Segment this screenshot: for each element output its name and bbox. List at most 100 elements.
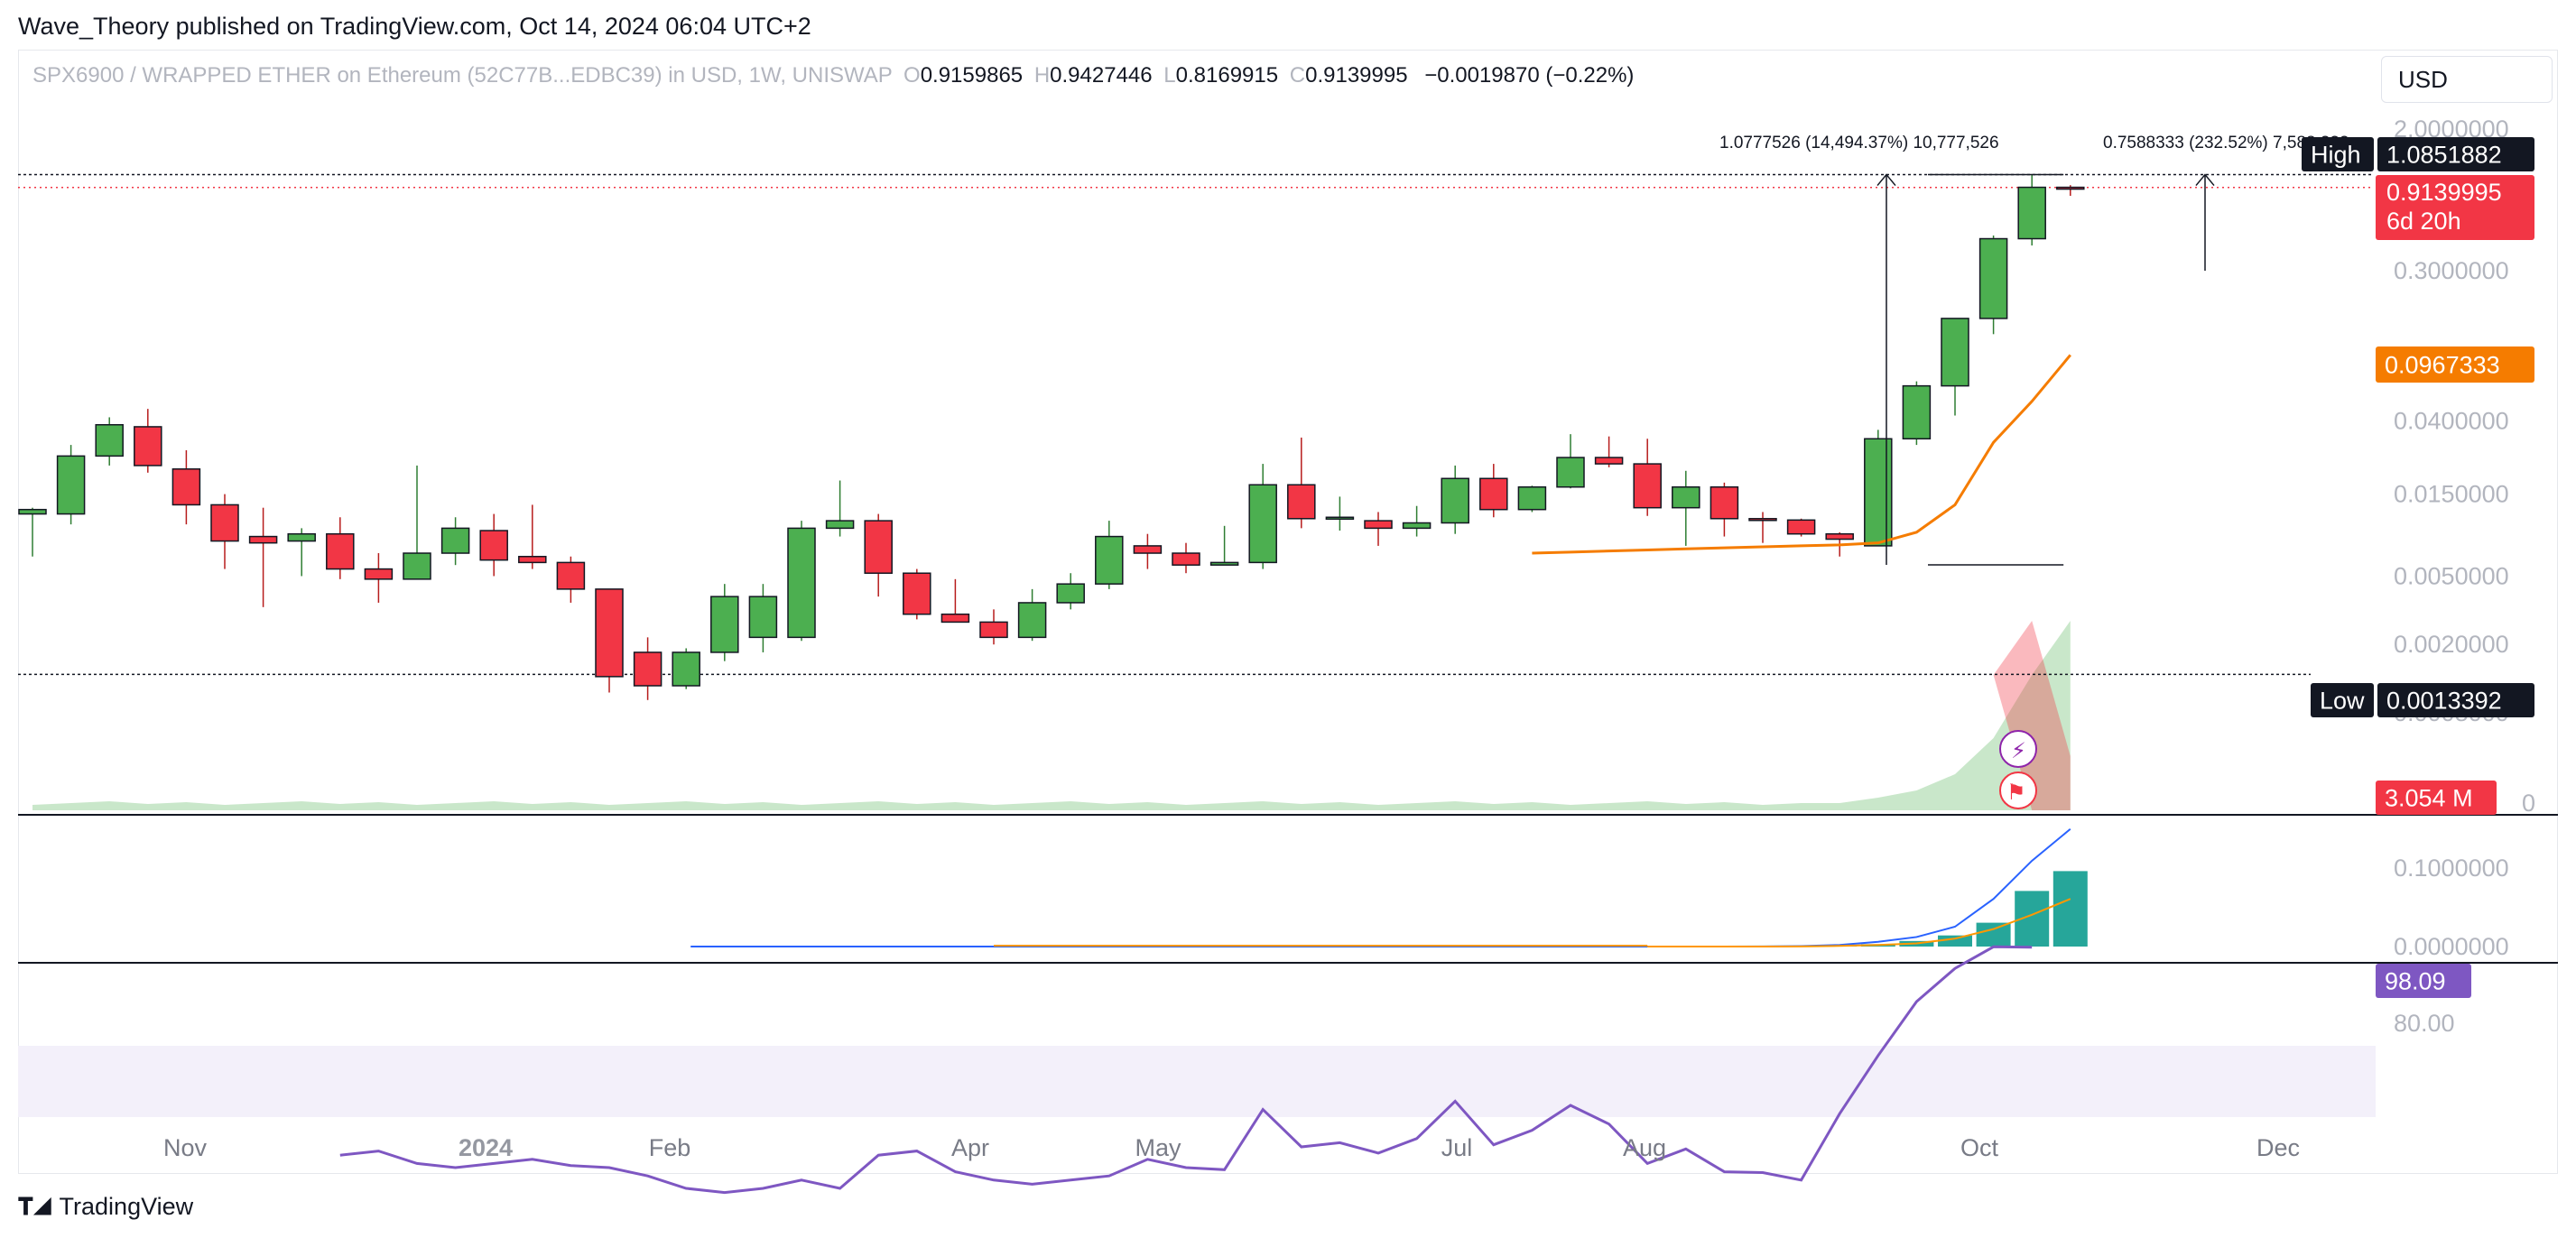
volume-area-down bbox=[1993, 621, 2071, 810]
last-price-value: 0.9139995 bbox=[2386, 179, 2502, 206]
time-axis-label: Jul bbox=[1441, 1134, 1473, 1161]
candle-body bbox=[1633, 463, 1662, 509]
candle-body bbox=[2017, 186, 2046, 240]
brand-label: TradingView bbox=[59, 1193, 194, 1220]
price-axis-tick: 0.0150000 bbox=[2394, 481, 2509, 508]
candle-body bbox=[595, 588, 624, 678]
candle-body bbox=[633, 651, 663, 687]
high-tag: High bbox=[2311, 142, 2361, 169]
candle-body bbox=[1095, 535, 1124, 585]
high-tag-bg bbox=[2302, 137, 2374, 171]
close-value: 0.9139995 bbox=[1305, 63, 1408, 88]
candle-body bbox=[979, 621, 1008, 639]
flag-glyph: ⚑ bbox=[2006, 780, 2026, 805]
candle-body bbox=[210, 504, 239, 542]
candle-body bbox=[1941, 318, 1969, 387]
ema-line bbox=[1532, 354, 2071, 555]
candle-body bbox=[440, 527, 470, 554]
candle-body bbox=[1556, 457, 1585, 488]
low-tag: Low bbox=[2320, 688, 2365, 715]
candle-body bbox=[1672, 485, 1700, 509]
time-axis-label: Dec bbox=[2256, 1134, 2300, 1161]
candle-body bbox=[1902, 384, 1932, 440]
volume-value-tag: 3.054 M bbox=[2385, 785, 2473, 812]
volume-area bbox=[32, 621, 2071, 810]
macd-histogram-bar bbox=[1976, 922, 2011, 947]
macd-axis-tick: 0.0000000 bbox=[2394, 933, 2509, 960]
currency-selector[interactable]: USD bbox=[2381, 56, 2553, 103]
low-value-tag-bg bbox=[2377, 683, 2534, 717]
rsi-axis-tick: 80.00 bbox=[2394, 1010, 2455, 1037]
candle-body bbox=[1441, 477, 1469, 524]
measure-label: 1.0777526 (14,494.37%) 10,777,526 bbox=[1719, 134, 1999, 152]
ema-value-tag-bg bbox=[2376, 346, 2534, 383]
candle-body bbox=[56, 455, 86, 515]
candle-body bbox=[1864, 438, 1893, 547]
candle-body bbox=[1248, 484, 1277, 564]
candle-body bbox=[1209, 561, 1239, 566]
low-value-tag: 0.0013392 bbox=[2386, 688, 2502, 715]
time-axis-label: May bbox=[1135, 1134, 1181, 1161]
time-axis-label: Nov bbox=[163, 1134, 208, 1161]
macd-histogram-bar bbox=[2052, 871, 2088, 947]
candle-body bbox=[672, 651, 700, 687]
candle-body bbox=[403, 552, 431, 580]
symbol-legend: SPX6900 / WRAPPED ETHER on Ethereum (52C… bbox=[32, 63, 1634, 88]
candle-body bbox=[941, 613, 970, 624]
candle-body bbox=[903, 572, 931, 615]
measure-arrowhead-2 bbox=[2195, 173, 2215, 187]
publisher-header: Wave_Theory published on TradingView.com… bbox=[18, 13, 811, 40]
candle-body bbox=[1786, 519, 1816, 535]
us-flag-icon bbox=[1999, 771, 2037, 809]
price-axis-tick: 0.3000000 bbox=[2394, 257, 2509, 284]
macd-histogram-bar bbox=[1938, 935, 1972, 947]
candle-body bbox=[171, 468, 201, 506]
measure-label-2: 0.7588333 (232.52%) 7,588,333 bbox=[2103, 134, 2349, 152]
measure-arrowhead bbox=[1876, 173, 1896, 187]
low-value: 0.8169915 bbox=[1175, 63, 1279, 88]
lightning-glyph: ⚡ bbox=[2011, 738, 2026, 763]
change-value: −0.0019870 (−0.22%) bbox=[1424, 63, 1635, 88]
candle-body bbox=[518, 556, 547, 564]
candle-body bbox=[134, 426, 162, 467]
macd-axis-tick: 0.1000000 bbox=[2394, 855, 2509, 882]
price-axis-tick: 0.0020000 bbox=[2394, 631, 2509, 658]
rsi-line bbox=[339, 945, 2033, 1195]
candle-body bbox=[1364, 520, 1393, 530]
symbol-name[interactable]: SPX6900 / WRAPPED ETHER on Ethereum (52C… bbox=[32, 63, 893, 88]
tradingview-logo: 𝐓◢ TradingView bbox=[18, 1193, 193, 1222]
candle-body bbox=[2056, 186, 2085, 190]
candle-body bbox=[1479, 477, 1508, 511]
candle-body bbox=[18, 508, 47, 515]
time-axis-label: Aug bbox=[1623, 1134, 1666, 1161]
chart-frame bbox=[18, 50, 2558, 1174]
candle-body bbox=[710, 596, 739, 653]
candle-body bbox=[287, 532, 316, 542]
candle-body bbox=[748, 596, 778, 639]
candle-body bbox=[248, 535, 278, 544]
time-axis-label: 2024 bbox=[459, 1134, 513, 1161]
candle-body bbox=[1017, 602, 1047, 639]
candle-body bbox=[556, 561, 586, 590]
candle-body bbox=[1748, 518, 1777, 522]
candle-body bbox=[1402, 522, 1432, 530]
last-price-tag-bg bbox=[2376, 175, 2534, 240]
rsi-band bbox=[18, 1046, 2376, 1117]
candle-body bbox=[825, 520, 855, 530]
tradingview-icon: 𝐓◢ bbox=[18, 1193, 52, 1220]
candle-body bbox=[326, 532, 355, 570]
candle-body bbox=[364, 568, 394, 580]
high-value: 0.9427446 bbox=[1050, 63, 1153, 88]
close-label: C bbox=[1289, 63, 1306, 88]
time-axis-label: Apr bbox=[951, 1134, 989, 1161]
high-value-tag-bg bbox=[2377, 137, 2534, 171]
time-axis-label: Oct bbox=[1960, 1134, 1999, 1161]
rsi-value-tag: 98.09 bbox=[2385, 968, 2446, 995]
high-label: H bbox=[1033, 63, 1051, 88]
candle-body bbox=[95, 423, 124, 457]
price-axis-tick: 0.0050000 bbox=[2394, 562, 2509, 589]
candle-body bbox=[1325, 516, 1355, 521]
candle-body bbox=[1710, 485, 1739, 520]
candle-body bbox=[1056, 583, 1085, 604]
